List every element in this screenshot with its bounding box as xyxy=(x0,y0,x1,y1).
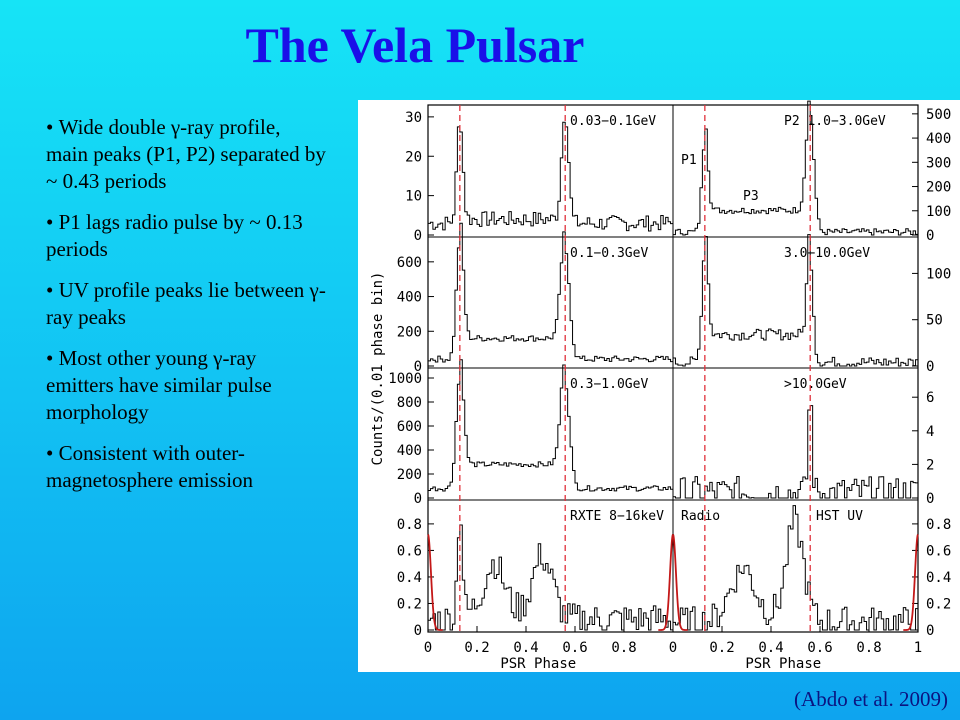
y-tick-label: 0 xyxy=(414,228,422,244)
panel-label: 0.03−0.1GeV xyxy=(570,114,656,129)
y-tick-label: 0.8 xyxy=(397,517,422,533)
x-tick-label: 0.4 xyxy=(513,640,538,656)
histogram-series xyxy=(428,121,673,232)
x-tick-label: 0.8 xyxy=(611,640,636,656)
y-tick-label: 600 xyxy=(397,255,422,271)
panel-label: RXTE 8−16keV xyxy=(570,509,664,524)
y-tick-label: 0.6 xyxy=(926,543,951,559)
x-tick-label: 0.8 xyxy=(856,640,881,656)
y-tick-label: 300 xyxy=(926,155,951,171)
bullet-item: P1 lags radio pulse by ~ 0.13 periods xyxy=(46,209,326,263)
panel-label: P2 1.0−3.0GeV xyxy=(784,114,886,129)
panel-label: 0.3−1.0GeV xyxy=(570,377,648,392)
histogram-series xyxy=(428,359,673,492)
x-axis-label: PSR Phase xyxy=(500,656,576,672)
y-tick-label: 0.2 xyxy=(926,596,951,612)
histogram-series xyxy=(673,100,918,236)
radio-pulse-curve xyxy=(672,533,688,631)
x-tick-label: 0 xyxy=(669,640,677,656)
panel-label: HST UV xyxy=(816,509,863,524)
citation: (Abdo et al. 2009) xyxy=(794,687,948,711)
y-tick-label: 2 xyxy=(926,457,934,473)
bullet-item: UV profile peaks lie between γ-ray peaks xyxy=(46,277,326,331)
y-tick-label: 200 xyxy=(397,467,422,483)
y-tick-label: 10 xyxy=(405,189,422,205)
y-tick-label: 400 xyxy=(926,131,951,147)
bullet-item: Consistent with outer-magnetosphere emis… xyxy=(46,440,326,494)
histogram-series xyxy=(428,222,673,363)
y-tick-label: 4 xyxy=(926,424,934,440)
x-tick-label: 1 xyxy=(914,640,922,656)
bullet-item: Wide double γ-ray profile, main peaks (P… xyxy=(46,114,326,195)
y-tick-label: 0 xyxy=(926,228,934,244)
radio-pulse-curve xyxy=(658,533,674,631)
x-tick-label: 0 xyxy=(424,640,432,656)
radio-pulse-curve xyxy=(427,533,443,631)
y-tick-label: 200 xyxy=(926,180,951,196)
y-tick-label: 500 xyxy=(926,107,951,123)
y-axis-label: Counts/(0.01 phase bin) xyxy=(370,272,386,466)
slide-title: The Vela Pulsar xyxy=(245,17,585,73)
histogram-series xyxy=(673,405,918,499)
y-tick-label: 100 xyxy=(926,204,951,220)
y-tick-label: 0 xyxy=(926,491,934,507)
y-tick-label: 0 xyxy=(414,623,422,639)
y-tick-label: 100 xyxy=(926,266,951,282)
pulse-profile-figure: 0 10 20 30 0.03−0.1GeV 0 100 200 300 400 500 P2 1.0… xyxy=(358,100,960,672)
panel-label: Radio xyxy=(681,509,720,524)
y-tick-label: 0 xyxy=(414,491,422,507)
histogram-series xyxy=(673,505,918,631)
y-tick-label: 400 xyxy=(397,443,422,459)
y-tick-label: 20 xyxy=(405,149,422,165)
bullet-list: Wide double γ-ray profile, main peaks (P… xyxy=(46,114,326,508)
y-tick-label: 50 xyxy=(926,313,943,329)
y-tick-label: 0 xyxy=(414,359,422,375)
y-tick-label: 800 xyxy=(397,395,422,411)
y-tick-label: 30 xyxy=(405,110,422,126)
x-tick-label: 0.6 xyxy=(562,640,587,656)
y-tick-label: 0.4 xyxy=(926,570,951,586)
histogram-series xyxy=(673,234,918,367)
y-tick-label: 600 xyxy=(397,419,422,435)
y-tick-label: 0.8 xyxy=(926,517,951,533)
panel-label: 0.1−0.3GeV xyxy=(570,246,648,261)
x-tick-label: 0.2 xyxy=(709,640,734,656)
x-tick-label: 0.4 xyxy=(758,640,783,656)
y-tick-label: 1000 xyxy=(388,371,422,387)
y-tick-label: 6 xyxy=(926,390,934,406)
radio-pulse-curve xyxy=(903,533,919,631)
y-tick-label: 400 xyxy=(397,290,422,306)
y-tick-label: 0 xyxy=(926,359,934,375)
histogram-series xyxy=(428,524,673,631)
panel-label: >10.0GeV xyxy=(784,377,847,392)
y-tick-label: 0 xyxy=(926,623,934,639)
peak-annotation: P3 xyxy=(743,189,759,204)
x-tick-label: 0.2 xyxy=(464,640,489,656)
y-tick-label: 0.2 xyxy=(397,596,422,612)
y-tick-label: 0.6 xyxy=(397,543,422,559)
x-axis-label: PSR Phase xyxy=(745,656,821,672)
y-tick-label: 200 xyxy=(397,324,422,340)
peak-annotation: P1 xyxy=(681,153,697,168)
panel-label: 3.0−10.0GeV xyxy=(784,246,870,261)
y-tick-label: 0.4 xyxy=(397,570,422,586)
bullet-item: Most other young γ-ray emitters have sim… xyxy=(46,345,326,426)
x-tick-label: 0.6 xyxy=(807,640,832,656)
